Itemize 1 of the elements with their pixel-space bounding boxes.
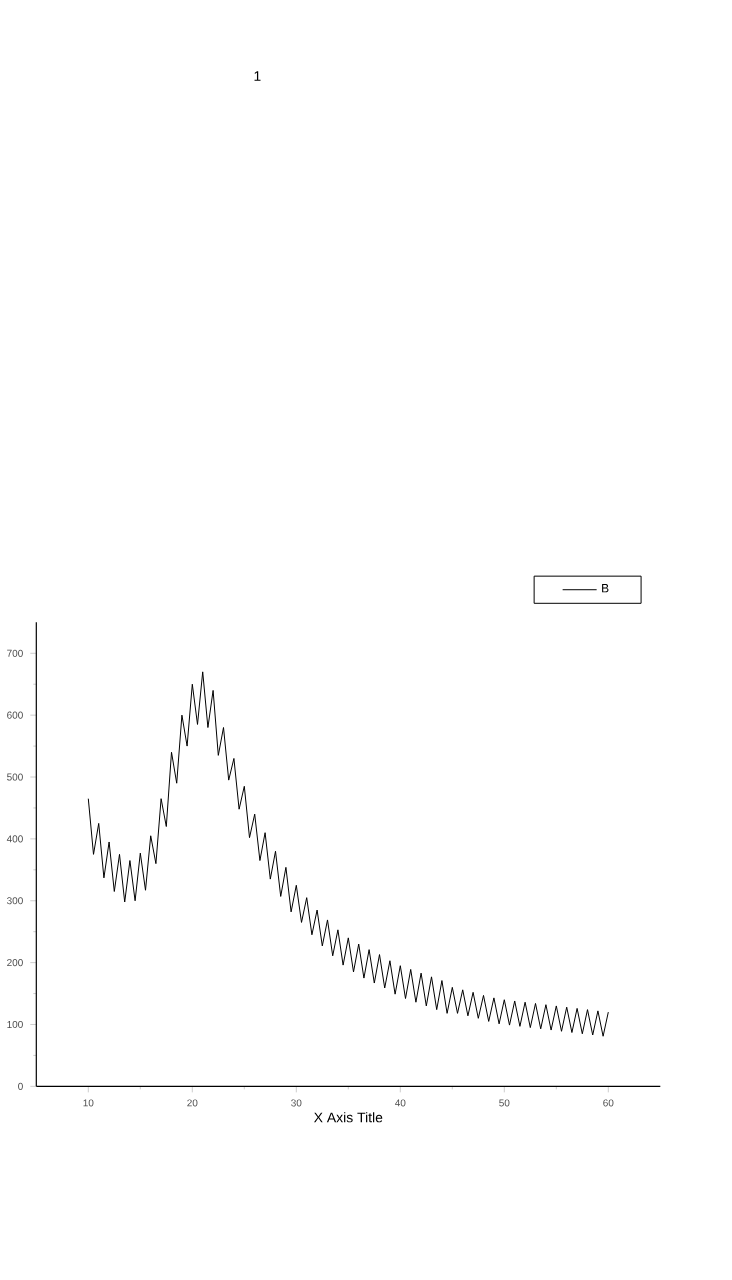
- line-series: [88, 671, 610, 1037]
